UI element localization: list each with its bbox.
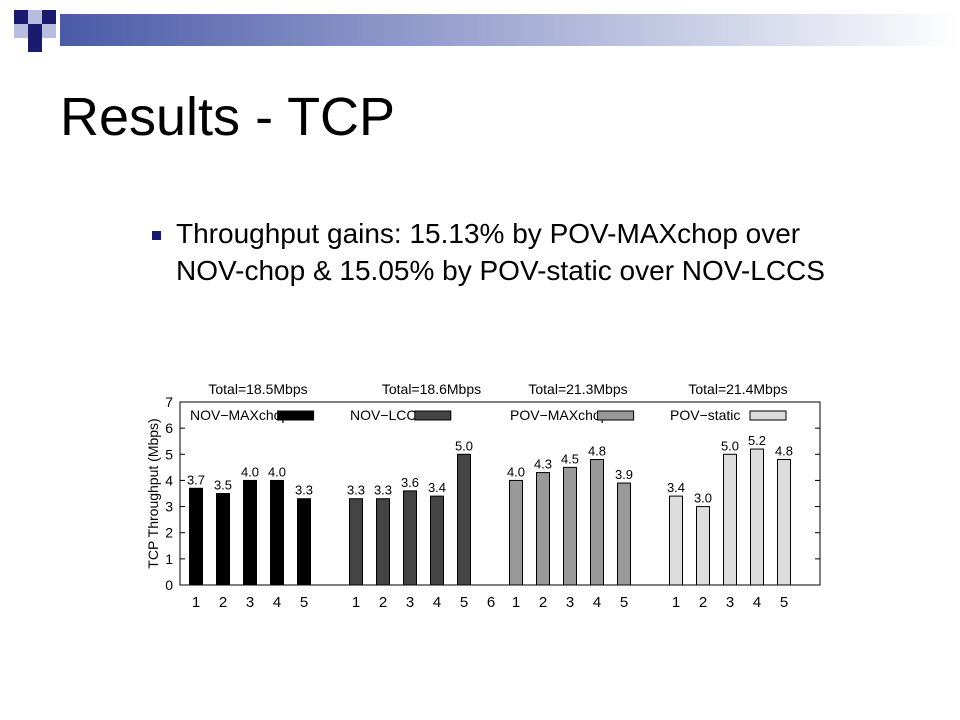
bar: [536, 472, 550, 586]
x-tick-label: 3: [246, 594, 254, 611]
x-tick-label: 4: [753, 594, 761, 611]
deco-square-3: [42, 10, 56, 24]
x-tick-label: 2: [539, 594, 547, 611]
bar-value-label: 3.5: [214, 478, 232, 493]
group-total-label: Total=18.5Mbps: [208, 381, 307, 397]
y-tick-label: 5: [165, 446, 173, 462]
header-gradient-bar: [60, 14, 960, 46]
bar: [403, 490, 417, 586]
x-tick-label: 5: [620, 594, 628, 611]
y-axis-label: TCP Throughput (Mbps): [145, 418, 161, 568]
x-tick-label: 1: [672, 594, 680, 611]
deco-square-1: [14, 10, 28, 24]
y-tick-label: 3: [165, 499, 173, 515]
bar: [696, 506, 710, 586]
bar-value-label: 3.6: [401, 475, 419, 490]
x-tick-label: 4: [273, 594, 281, 611]
bar-value-label: 4.3: [534, 457, 552, 472]
legend-label: NOV−MAXchop: [190, 407, 289, 423]
bar: [590, 459, 604, 586]
bar: [509, 479, 523, 586]
x-tick-label: 4: [593, 594, 601, 611]
bar: [723, 453, 737, 586]
y-tick-label: 1: [165, 551, 173, 567]
legend-swatch: [597, 410, 635, 421]
bar: [189, 487, 203, 586]
bar: [216, 493, 230, 586]
bar: [457, 453, 471, 586]
bullet-marker-icon: [152, 231, 161, 240]
x-tick-label: 3: [566, 594, 574, 611]
bar: [430, 495, 444, 586]
bar: [617, 482, 631, 586]
header-decoration: [14, 10, 960, 52]
bar-value-label: 5.0: [455, 438, 473, 453]
bar-value-label: 3.3: [295, 483, 313, 498]
group-total-label: Total=21.3Mbps: [528, 381, 627, 397]
deco-square-5: [28, 24, 42, 38]
bar-value-label: 4.5: [561, 451, 579, 466]
bar-value-label: 4.0: [241, 464, 259, 479]
x-tick-label: 1: [512, 594, 520, 611]
x-tick-label: 3: [726, 594, 734, 611]
bar-value-label: 3.9: [615, 467, 633, 482]
bar: [750, 448, 764, 586]
legend-swatch: [749, 410, 787, 421]
bar: [777, 459, 791, 586]
x-tick-label: 2: [219, 594, 227, 611]
group-total-label: Total=18.6Mbps: [382, 381, 481, 397]
y-tick-label: 6: [165, 420, 173, 436]
bar-value-label: 4.8: [775, 444, 793, 459]
bar-value-label: 5.2: [748, 433, 766, 448]
bar-value-label: 4.8: [588, 444, 606, 459]
bullet-list: Throughput gains: 15.13% by POV-MAXchop …: [152, 215, 832, 289]
legend-swatch: [277, 410, 315, 421]
x-tick-label: 2: [379, 594, 387, 611]
bar-value-label: 3.4: [667, 480, 685, 495]
bar: [349, 498, 363, 586]
deco-square-6: [42, 24, 56, 38]
plot-frame: [179, 401, 821, 586]
bar-value-label: 5.0: [721, 438, 739, 453]
x-tick-label: 6: [487, 594, 495, 611]
x-tick-label: 1: [192, 594, 200, 611]
bar-value-label: 3.3: [347, 483, 365, 498]
bullet-text: Throughput gains: 15.13% by POV-MAXchop …: [176, 218, 825, 286]
x-tick-label: 4: [433, 594, 441, 611]
bar-value-label: 3.7: [187, 472, 205, 487]
deco-square-2: [28, 10, 42, 24]
deco-square-4: [14, 24, 28, 38]
bar: [243, 479, 257, 586]
bar-value-label: 4.0: [268, 464, 286, 479]
bar-value-label: 4.0: [507, 464, 525, 479]
bar: [376, 498, 390, 586]
y-tick-label: 7: [165, 394, 173, 410]
bar: [270, 479, 284, 586]
deco-square-7: [28, 38, 42, 52]
bar: [297, 498, 311, 586]
bar: [563, 466, 577, 586]
x-tick-label: 3: [406, 594, 414, 611]
x-tick-label: 5: [780, 594, 788, 611]
x-tick-label: 2: [699, 594, 707, 611]
legend-swatch: [414, 410, 452, 421]
bar-value-label: 3.0: [694, 491, 712, 506]
x-tick-label: 5: [460, 594, 468, 611]
x-tick-label: 1: [352, 594, 360, 611]
bar-value-label: 3.4: [428, 480, 446, 495]
legend-label: NOV−LCCS: [350, 407, 426, 423]
slide-title: Results - TCP: [60, 87, 396, 147]
legend-label: POV−MAXchop: [510, 407, 609, 423]
y-tick-label: 4: [165, 472, 173, 488]
legend-label: POV−static: [670, 407, 740, 423]
group-total-label: Total=21.4Mbps: [688, 381, 787, 397]
y-tick-label: 2: [165, 525, 173, 541]
bar: [669, 495, 683, 586]
y-tick-label: 0: [165, 577, 173, 593]
x-tick-label: 5: [300, 594, 308, 611]
bar-value-label: 3.3: [374, 483, 392, 498]
